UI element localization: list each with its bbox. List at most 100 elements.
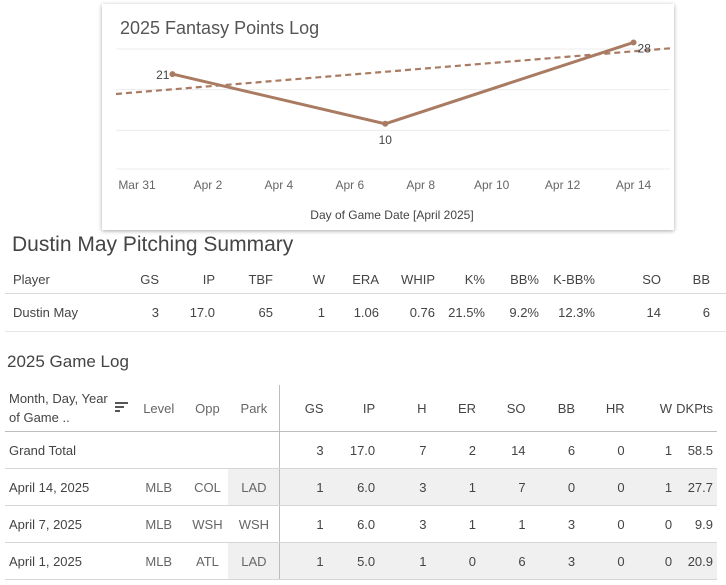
- chart-title: 2025 Fantasy Points Log: [120, 18, 320, 38]
- game-opp: ATL: [186, 542, 229, 580]
- game-gs: 1: [279, 542, 328, 580]
- game-h: 1: [379, 542, 431, 580]
- col-header-park[interactable]: Park: [228, 385, 280, 432]
- col-header-gs[interactable]: GS: [279, 385, 328, 432]
- game-dkpts: 9.9: [676, 505, 717, 543]
- col-header-whip[interactable]: WHIP: [379, 266, 435, 294]
- bb-pct-cell: 9.2%: [485, 293, 539, 332]
- so-cell: 14: [595, 293, 661, 332]
- x-tick-label: Apr 6: [335, 178, 364, 192]
- game-hr: 0: [579, 505, 629, 543]
- fantasy-points-chart-card: 2025 Fantasy Points Log 21 10 28 Mar 31 Apr …: [102, 4, 674, 230]
- data-point: [169, 71, 176, 78]
- game-hr: 0: [579, 468, 629, 506]
- game-opp: WSH: [186, 505, 229, 543]
- col-header-ip[interactable]: IP: [159, 266, 215, 294]
- col-header-so[interactable]: SO: [595, 266, 661, 294]
- data-label: 21: [156, 68, 170, 82]
- game-park: LAD: [228, 468, 280, 506]
- col-header-dkpts[interactable]: DKPts: [676, 385, 717, 432]
- col-header-w[interactable]: W: [628, 385, 677, 432]
- game-so: 7: [480, 468, 530, 506]
- total-h: 7: [379, 431, 431, 469]
- game-er: 0: [430, 542, 481, 580]
- grand-total-row[interactable]: Grand Total 3 17.0 7 2 14 6 0 1 58.5: [5, 431, 717, 469]
- game-date: April 1, 2025: [5, 542, 131, 580]
- data-point: [382, 120, 389, 127]
- col-header-tbf[interactable]: TBF: [215, 266, 273, 294]
- col-header-hr[interactable]: HR: [579, 385, 629, 432]
- game-bb: 0: [529, 468, 580, 506]
- col-header-game-date[interactable]: Month, Day, Year of Game ..: [5, 385, 131, 432]
- data-point: [630, 39, 637, 46]
- fantasy-points-line-chart: 21 10 28 Mar 31 Apr 2 Apr 4 Apr 6 Apr 8 Apr 10 Ap…: [115, 39, 671, 222]
- data-label: 28: [638, 41, 652, 55]
- game-er: 1: [430, 505, 481, 543]
- tbf-cell: 65: [215, 293, 273, 332]
- col-header-gs[interactable]: GS: [113, 266, 159, 294]
- col-header-era[interactable]: ERA: [325, 266, 379, 294]
- game-h: 3: [379, 468, 431, 506]
- total-hr: 0: [579, 431, 629, 469]
- col-header-opp[interactable]: Opp: [186, 385, 229, 432]
- summary-row[interactable]: Dustin May 3 17.0 65 1 1.06 0.76 21.5% 9…: [5, 293, 726, 332]
- game-w: 0: [628, 542, 677, 580]
- game-ip: 6.0: [327, 505, 380, 543]
- total-so: 14: [480, 431, 530, 469]
- total-bb: 6: [529, 431, 580, 469]
- col-header-k-bb-pct[interactable]: K-BB%: [539, 266, 595, 294]
- gs-cell: 3: [113, 293, 159, 332]
- col-header-bb[interactable]: BB: [529, 385, 580, 432]
- col-header-bb-pct[interactable]: BB%: [485, 266, 539, 294]
- x-tick-label: Apr 14: [616, 178, 652, 192]
- x-tick-label: Mar 31: [118, 178, 156, 192]
- game-row[interactable]: April 1, 2025 MLB ATL LAD 1 5.0 1 0 6 3 …: [5, 542, 717, 580]
- x-tick-label: Apr 8: [406, 178, 435, 192]
- k-pct-cell: 21.5%: [435, 293, 485, 332]
- era-cell: 1.06: [325, 293, 379, 332]
- series-line: [172, 41, 635, 126]
- game-level: MLB: [130, 542, 187, 580]
- game-opp: COL: [186, 468, 229, 506]
- game-bb: 3: [529, 542, 580, 580]
- col-header-level[interactable]: Level: [130, 385, 187, 432]
- col-header-k-pct[interactable]: K%: [435, 266, 485, 294]
- total-ip: 17.0: [327, 431, 380, 469]
- col-header-h[interactable]: H: [379, 385, 431, 432]
- game-log-header-row: Month, Day, Year of Game .. Level Opp Pa…: [5, 385, 717, 432]
- game-level: MLB: [130, 468, 187, 506]
- col-header-er[interactable]: ER: [430, 385, 481, 432]
- game-row[interactable]: April 7, 2025 MLB WSH WSH 1 6.0 3 1 1 3 …: [5, 505, 717, 543]
- game-w: 1: [628, 468, 677, 506]
- total-w: 1: [628, 431, 677, 469]
- total-er: 2: [430, 431, 481, 469]
- sort-icon[interactable]: [115, 399, 129, 418]
- x-axis-title: Day of Game Date [April 2025]: [310, 208, 473, 222]
- game-so: 6: [480, 542, 530, 580]
- col-header-bb[interactable]: BB: [661, 266, 726, 294]
- game-bb: 3: [529, 505, 580, 543]
- x-tick-label: Apr 4: [265, 178, 294, 192]
- total-dkpts: 58.5: [676, 431, 717, 469]
- total-gs: 3: [279, 431, 328, 469]
- col-header-so[interactable]: SO: [480, 385, 530, 432]
- game-row[interactable]: April 14, 2025 MLB COL LAD 1 6.0 3 1 7 0…: [5, 468, 717, 506]
- game-dkpts: 27.7: [676, 468, 717, 506]
- grand-total-label: Grand Total: [5, 431, 280, 469]
- game-log-table: Month, Day, Year of Game .. Level Opp Pa…: [5, 385, 717, 580]
- x-tick-label: Apr 10: [474, 178, 510, 192]
- col-header-ip[interactable]: IP: [327, 385, 380, 432]
- data-label: 10: [379, 133, 393, 147]
- whip-cell: 0.76: [379, 293, 435, 332]
- summary-header-row: Player GS IP TBF W ERA WHIP K% BB% K-BB%…: [5, 266, 726, 294]
- game-hr: 0: [579, 542, 629, 580]
- x-tick-label: Apr 2: [194, 178, 223, 192]
- game-gs: 1: [279, 468, 328, 506]
- game-park: WSH: [228, 505, 280, 543]
- bb-cell: 6: [661, 293, 726, 332]
- col-header-w[interactable]: W: [273, 266, 325, 294]
- game-dkpts: 20.9: [676, 542, 717, 580]
- game-w: 0: [628, 505, 677, 543]
- col-header-player[interactable]: Player: [5, 266, 113, 294]
- game-date-header-label: Month, Day, Year of Game ..: [9, 391, 108, 425]
